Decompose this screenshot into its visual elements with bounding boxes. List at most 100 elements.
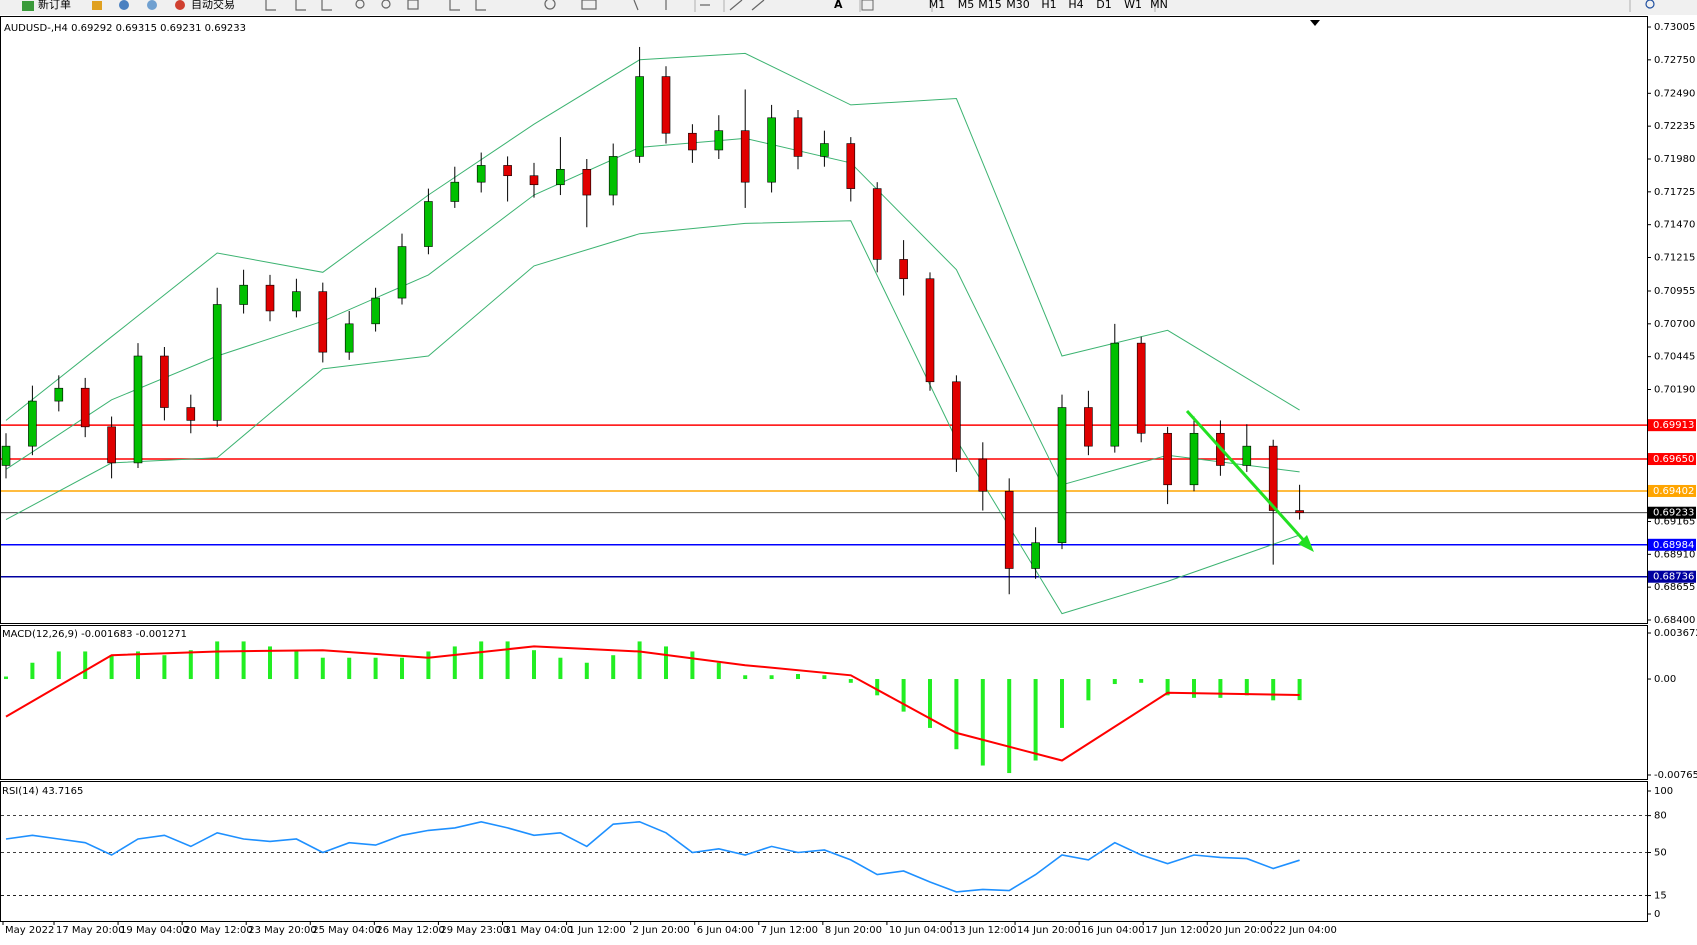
macd-header: MACD(12,26,9) -0.001683 -0.001271 (2, 629, 187, 640)
candle-body (107, 426, 116, 464)
price-level-tag (1648, 506, 1696, 519)
macd-bar (400, 657, 404, 680)
icon[interactable] (147, 0, 157, 10)
timeframe-button[interactable]: D1 (1096, 0, 1111, 11)
new-order-button[interactable]: 新订单 (38, 0, 71, 11)
macd-bar (901, 679, 906, 712)
timeframe-button[interactable]: H4 (1068, 0, 1083, 11)
candle-body (476, 165, 486, 183)
candle-body (503, 165, 512, 177)
text-tool[interactable]: A (834, 0, 843, 11)
x-tick-label: 20 Jun 20:00 (1209, 925, 1273, 936)
timeframe-button[interactable]: M15 (978, 0, 1002, 11)
macd-bar (136, 651, 140, 680)
candle-body (28, 400, 37, 447)
scroll-icons[interactable] (449, 0, 486, 11)
arrow-head (1298, 535, 1314, 552)
x-tick-label: 10 Jun 04:00 (889, 925, 953, 936)
search-icon[interactable] (1645, 0, 1655, 9)
toolbar: 新订单 自动交易 A M1 M5 M15 M30 H1 H4 D1 W1 MN (0, 0, 1697, 15)
macd-bar (320, 657, 325, 680)
macd-bar (109, 655, 114, 680)
candle-body (740, 130, 750, 183)
price-level-tag (1648, 538, 1696, 551)
candle-body (212, 304, 222, 421)
macd-signal (5, 645, 1300, 762)
macd-bar (30, 662, 35, 680)
chart-type-icons[interactable] (265, 0, 332, 11)
timeframe-button[interactable]: H1 (1041, 0, 1056, 11)
candle-body (529, 175, 539, 186)
timeframe-button[interactable]: M5 (958, 0, 975, 11)
y-tick-label: 0.72750 (1654, 55, 1695, 66)
price-level-label: 0.69650 (1653, 454, 1694, 465)
timeframe-button[interactable]: MN (1150, 0, 1168, 11)
x-tick-label: 22 Jun 04:00 (1273, 925, 1337, 936)
period-separator-marker (1310, 20, 1320, 26)
y-tick-label: 0.71725 (1654, 187, 1695, 198)
price-level-tag (1648, 419, 1696, 432)
macd-bar (1033, 679, 1038, 761)
label-tool[interactable] (861, 0, 874, 11)
price-level-label: 0.69233 (1653, 508, 1694, 519)
candle-body (186, 407, 196, 421)
macd-bar (1271, 679, 1276, 701)
y-tick-label: 0.70700 (1654, 319, 1695, 330)
macd-bar (426, 651, 431, 680)
candle-body (371, 297, 380, 325)
candle-body (978, 458, 988, 492)
candle-body (450, 181, 460, 202)
x-tick-label: 17 May 20:00 (56, 925, 125, 936)
x-tick-label: 19 May 04:00 (120, 925, 189, 936)
y-tick-label: 0.70190 (1654, 384, 1695, 395)
macd-bar (452, 646, 457, 680)
macd-bar (1007, 679, 1012, 774)
separator (694, 0, 1631, 12)
macd-bar (188, 650, 193, 680)
macd-bar (4, 676, 8, 680)
candle-body (925, 278, 935, 383)
macd-bar (769, 675, 774, 680)
drawing-tools[interactable] (633, 0, 765, 11)
timeframe-button[interactable]: M30 (1006, 0, 1030, 11)
macd-bar (716, 662, 721, 680)
tile[interactable] (407, 0, 419, 10)
rsi-line (5, 820, 1300, 893)
candle-body (1295, 510, 1304, 514)
template-icon[interactable] (581, 0, 597, 10)
x-tick-label: 23 May 20:00 (248, 925, 317, 936)
period-icon[interactable] (544, 0, 556, 10)
y-tick-label: -0.007656 (1654, 770, 1697, 781)
y-tick-label: 0.00 (1654, 674, 1676, 685)
zoom-out[interactable] (381, 0, 391, 9)
icon[interactable] (119, 0, 129, 10)
price-level-tag (1648, 453, 1696, 466)
zoom-in[interactable] (355, 0, 365, 9)
x-tick-label: 2 Jun 20:00 (633, 925, 690, 936)
macd-bar (479, 641, 484, 680)
timeframe-button[interactable]: W1 (1124, 0, 1142, 11)
new-order-icon[interactable] (22, 1, 34, 11)
y-tick-label: 0.71215 (1654, 253, 1695, 264)
candle-body (846, 143, 856, 189)
x-tick-label: 31 May 04:00 (504, 925, 573, 936)
candle-body (80, 387, 90, 428)
auto-trading-button[interactable]: 自动交易 (191, 0, 235, 11)
price-level-label: 0.69913 (1653, 420, 1694, 431)
candle-body (661, 76, 671, 134)
candle-body (1031, 542, 1040, 569)
toolbar-bg (0, 0, 1697, 15)
auto-trading-icon[interactable] (175, 0, 185, 10)
candle-body (1, 445, 11, 466)
macd-bar (1165, 679, 1170, 696)
macd-bar (822, 675, 827, 680)
macd-bar (558, 657, 563, 680)
x-tick-label: 26 May 12:00 (376, 925, 445, 936)
macd-bar (848, 679, 853, 683)
chart-layer: 0.73005 0.72750 0.72490 0.72235 0.71980 0.717… (1, 22, 1697, 936)
icon[interactable] (92, 1, 102, 10)
macd-bar (611, 655, 616, 680)
timeframe-button[interactable]: M1 (929, 0, 946, 11)
